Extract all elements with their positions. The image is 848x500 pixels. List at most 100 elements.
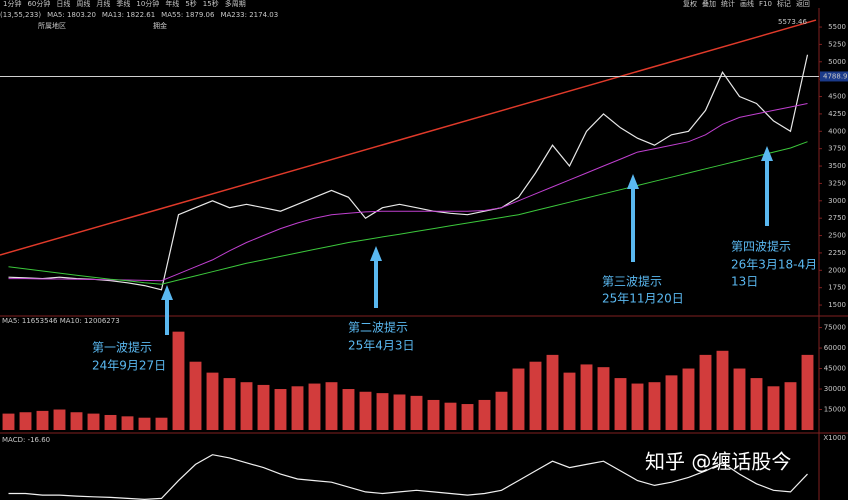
toolbar-item[interactable]: 日线 xyxy=(56,0,70,8)
y-tick-label: 2500 xyxy=(828,232,846,240)
indicator-label: MA233: 2174.03 xyxy=(220,11,278,19)
toolbar-item[interactable]: 画线 xyxy=(740,0,754,8)
volume-bar xyxy=(325,382,338,430)
toolbar-item[interactable]: 10分钟 xyxy=(136,0,159,8)
volume-bar xyxy=(546,354,559,430)
volume-bar xyxy=(393,394,406,430)
y-tick-label: 4250 xyxy=(828,110,846,118)
y-tick-label: 5000 xyxy=(828,58,846,66)
volume-bar xyxy=(750,378,763,430)
current-price-label: 4788.9 xyxy=(823,72,848,80)
indicator-label: (13,55,233) xyxy=(0,11,41,19)
volume-bar xyxy=(308,383,321,430)
volume-bar xyxy=(767,386,780,430)
volume-bar xyxy=(240,382,253,430)
y-tick-label: 2750 xyxy=(828,214,846,222)
current-price-box xyxy=(820,71,848,82)
annotation: 24年9月27日 xyxy=(92,359,166,373)
annotation: 25年11月20日 xyxy=(602,292,684,306)
panel-title: MA5: 11653546 MA10: 12006273 xyxy=(2,317,120,325)
volume-bar xyxy=(342,389,355,430)
toolbar-item[interactable]: 1分钟 xyxy=(3,0,21,8)
y-tick-label: 45000 xyxy=(824,365,846,373)
series-line xyxy=(8,454,808,500)
volume-bar xyxy=(138,417,151,430)
volume-bar xyxy=(614,378,627,430)
annotation: 第三波提示 xyxy=(602,274,662,289)
series-line xyxy=(8,54,809,291)
volume-bar xyxy=(529,361,542,430)
y-tick-label: 3000 xyxy=(828,197,846,205)
y-tick-label: 3500 xyxy=(828,162,846,170)
volume-bar xyxy=(257,384,270,430)
watermark: 知乎 @缠话股今 xyxy=(645,450,791,474)
volume-bar xyxy=(444,402,457,430)
annotation: 26年3月18-4月 xyxy=(731,258,817,272)
toolbar-item[interactable]: 叠加 xyxy=(702,0,716,8)
y-tick-label: 3250 xyxy=(828,179,846,187)
volume-bar xyxy=(223,378,236,430)
toolbar-item[interactable]: 多周期 xyxy=(225,0,246,8)
y-tick-label: 75000 xyxy=(824,324,846,332)
sub-label: 所属地区 xyxy=(38,21,66,30)
volume-bar xyxy=(104,414,117,430)
toolbar-item[interactable]: 季线 xyxy=(116,0,130,8)
unit-label: X1000 xyxy=(823,434,846,442)
volume-bar xyxy=(733,368,746,430)
toolbar-item[interactable]: F10 xyxy=(759,0,772,8)
toolbar-item[interactable]: 5秒 xyxy=(185,0,196,8)
volume-bar xyxy=(189,361,202,430)
volume-bar xyxy=(121,416,134,430)
volume-bar xyxy=(461,404,474,430)
y-tick-label: 4500 xyxy=(828,93,846,101)
annotation: 第一波提示 xyxy=(92,340,152,355)
volume-bar xyxy=(155,417,168,430)
volume-bar xyxy=(784,382,797,430)
indicator-label: MA13: 1822.61 xyxy=(102,11,155,19)
series-line xyxy=(8,141,808,285)
high-label: 5573.46 xyxy=(778,18,807,26)
sub-label: 拥金 xyxy=(153,21,167,30)
volume-bar xyxy=(206,372,219,430)
y-tick-label: 15000 xyxy=(824,406,846,414)
volume-bar xyxy=(597,367,610,430)
toolbar-item[interactable]: 标记 xyxy=(777,0,791,8)
toolbar-item[interactable]: 统计 xyxy=(721,0,735,8)
y-tick-label: 3750 xyxy=(828,145,846,153)
y-tick-label: 60000 xyxy=(824,344,846,352)
volume-bar xyxy=(563,372,576,430)
volume-bar xyxy=(410,395,423,430)
volume-bar xyxy=(699,354,712,430)
volume-bar xyxy=(291,386,304,430)
toolbar-item[interactable]: 返回 xyxy=(796,0,810,8)
volume-bar xyxy=(682,368,695,430)
y-tick-label: 2000 xyxy=(828,266,846,274)
y-tick-label: 1500 xyxy=(828,301,846,309)
trend-line xyxy=(0,19,817,256)
toolbar-item[interactable]: 60分钟 xyxy=(27,0,50,8)
volume-bar xyxy=(801,354,814,430)
indicator-label: MA5: 1803.20 xyxy=(47,11,96,19)
volume-bar xyxy=(359,391,372,430)
volume-bar xyxy=(478,399,491,430)
annotation: 第四波提示 xyxy=(731,239,791,254)
annotation: 25年4月3日 xyxy=(348,339,415,353)
volume-bar xyxy=(19,412,32,430)
toolbar-item[interactable]: 月线 xyxy=(96,0,110,8)
volume-bar xyxy=(631,383,644,430)
volume-bar xyxy=(512,368,525,430)
y-tick-label: 5250 xyxy=(828,40,846,48)
volume-bar xyxy=(427,399,440,430)
volume-bar xyxy=(36,410,49,430)
toolbar-item[interactable]: 复权 xyxy=(683,0,697,8)
series-line xyxy=(8,103,808,282)
y-tick-label: 2250 xyxy=(828,249,846,257)
toolbar-item[interactable]: 15秒 xyxy=(203,0,219,8)
toolbar-item[interactable]: 周线 xyxy=(76,0,90,8)
indicator-label: MA55: 1879.06 xyxy=(161,11,215,19)
volume-bar xyxy=(70,412,83,430)
y-tick-label: 5500 xyxy=(828,23,846,31)
toolbar-item[interactable]: 年线 xyxy=(165,0,179,8)
